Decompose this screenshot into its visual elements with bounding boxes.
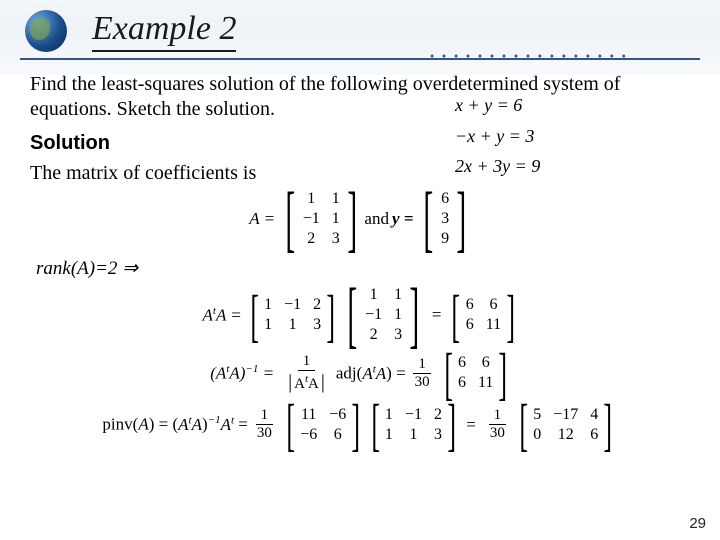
and-label: and — [364, 209, 389, 229]
problem-statement: Find the least-squares solution of the f… — [30, 72, 690, 122]
equation-system: x + y = 6 −x + y = 3 2x + 3y = 9 — [455, 90, 540, 182]
inv-label: (AtA)−1 = — [210, 363, 274, 384]
title-rule — [20, 58, 700, 60]
pinv-result: [ 5−174 0126 ] — [514, 400, 618, 449]
equation-3: 2x + 3y = 9 — [455, 151, 540, 182]
slide-title: Example 2 — [92, 10, 236, 52]
vector-y: [ 6 3 9 ] — [416, 188, 473, 251]
AtA-computation: AtA = [ 1−12 113 ] [ 11 −11 23 ] = — [30, 284, 690, 347]
one-over-30-b: 1 30 — [252, 407, 277, 442]
globe-icon — [25, 10, 67, 52]
equation-2: −x + y = 3 — [455, 121, 540, 152]
AtA-result: [ 66 611 ] — [446, 291, 520, 340]
A-label: A = — [249, 209, 275, 229]
math-area: A = [ 11 −11 23 ] and y = [ 6 3 9 ] — [30, 188, 690, 449]
coeff-text: The matrix of coefficients is — [30, 161, 690, 186]
matrix-A-and-y: A = [ 11 −11 23 ] and y = [ 6 3 9 ] — [30, 188, 690, 251]
page-number: 29 — [689, 515, 706, 532]
title-row: Example 2 — [25, 10, 236, 52]
solution-header: Solution — [30, 132, 690, 155]
adj-result: [ 66 611 ] — [439, 349, 513, 398]
pinv-computation: pinv(A) = (AtA)−1At = 1 30 [ 11−6 −66 ] … — [30, 400, 690, 449]
rank-statement: rank(A)=2 ⇒ — [30, 257, 690, 280]
AtA-inverse: (AtA)−1 = 1 |AtA| adj(AtA) = 1 30 [ 66 6… — [30, 349, 690, 398]
one-over-det: 1 |AtA| — [281, 353, 332, 394]
adj-label: adj(AtA) = — [336, 363, 406, 384]
one-over-30-c: 1 30 — [485, 407, 510, 442]
pinv-label: pinv(A) = (AtA)−1At = — [102, 414, 247, 435]
matrix-A: [ 11 −11 23 ] — [278, 188, 364, 251]
one-over-30-a: 1 30 — [410, 356, 435, 391]
AtA-label: AtA = — [203, 305, 242, 326]
y-label: y = — [392, 209, 413, 229]
equation-1: x + y = 6 — [455, 90, 540, 121]
content-area: Find the least-squares solution of the f… — [30, 72, 690, 451]
